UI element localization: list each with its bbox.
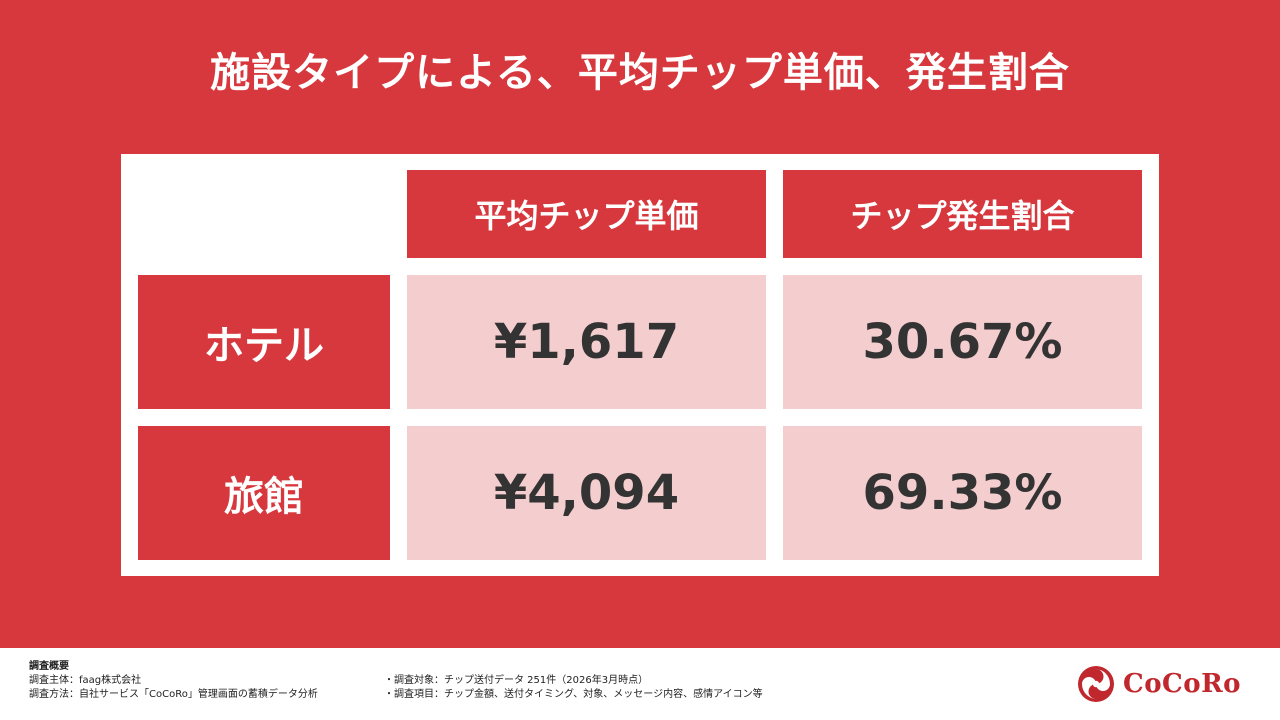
survey-summary: 調査概要 調査主体：faag株式会社 調査方法：自社サービス「CoCoRo」管理… — [0, 648, 1280, 720]
survey-items: ・調査項目：チップ金額、送付タイミング、対象、メッセージ内容、感情アイコン等 — [384, 689, 763, 700]
row-label-hotel: ホテル — [138, 275, 390, 409]
survey-target: ・調査対象：チップ送付データ 251件（2026年3月時点） — [384, 675, 649, 686]
row-label-ryokan: 旅館 — [138, 426, 390, 560]
survey-summary-heading: 調査概要 — [29, 661, 69, 672]
ryokan-tip-rate: 69.33% — [783, 426, 1142, 560]
comparison-table: 平均チップ単価 チップ発生割合 ホテル ¥1,617 30.67% 旅館 ¥4,… — [121, 154, 1159, 576]
ryokan-average-tip: ¥4,094 — [407, 426, 766, 560]
page-title: 施設タイプによる、平均チップ単価、発生割合 — [210, 50, 1070, 96]
hotel-average-tip: ¥1,617 — [407, 275, 766, 409]
survey-organizer: 調査主体：faag株式会社 — [29, 675, 142, 686]
header-tip-rate: チップ発生割合 — [783, 170, 1142, 258]
cocoro-logo: CoCoRo — [1077, 665, 1241, 703]
header-average-tip: 平均チップ単価 — [407, 170, 766, 258]
cocoro-logo-icon — [1078, 666, 1114, 702]
cocoro-logo-text: CoCoRo — [1123, 669, 1242, 699]
hotel-tip-rate: 30.67% — [783, 275, 1142, 409]
survey-method: 調査方法：自社サービス「CoCoRo」管理画面の蓄積データ分析 — [29, 689, 318, 700]
